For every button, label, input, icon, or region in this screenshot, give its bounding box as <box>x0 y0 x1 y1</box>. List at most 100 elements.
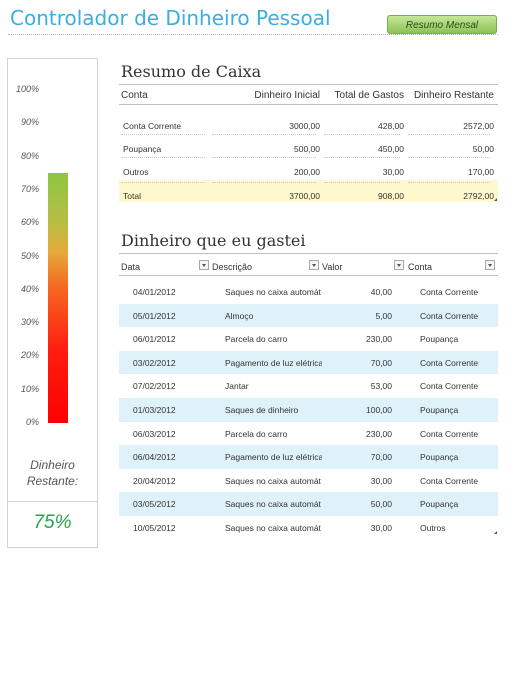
table-cell: Parcela do carro <box>225 428 288 439</box>
table-cell: Outros <box>420 523 446 533</box>
row-divider <box>324 134 400 135</box>
table-cell: Saques no caixa automát <box>225 287 321 297</box>
row-divider <box>212 157 316 158</box>
title-divider <box>8 34 498 35</box>
cash-summary-title: Resumo de Caixa <box>121 62 262 81</box>
table-cell: 10/05/2012 <box>133 523 176 533</box>
table-cell: Conta Corrente <box>420 381 479 392</box>
gauge-divider <box>8 501 97 502</box>
table-cell: 2792,00 <box>463 191 494 201</box>
table-cell: Poupança <box>420 499 459 510</box>
table-cell: 908,00 <box>378 191 404 201</box>
table-cell: Conta Corrente <box>420 428 479 439</box>
gauge-caption-line2: Restante: <box>26 474 79 488</box>
table-cell: 01/03/2012 <box>133 405 176 415</box>
table-cell: 70,00 <box>370 452 392 463</box>
table-cell: Pagamento de luz elétrica <box>225 452 322 463</box>
row-band <box>119 398 498 422</box>
spending-title: Dinheiro que eu gastei <box>121 231 306 250</box>
cash-summary-header-rule <box>119 104 498 105</box>
gauge-tick-label: 80% <box>20 150 39 161</box>
row-band <box>119 303 498 328</box>
table-cell: 3700,00 <box>289 191 320 201</box>
gauge-tick-label: 0% <box>25 417 39 427</box>
table-cell: 20/04/2012 <box>133 475 176 486</box>
table-cell: 06/03/2012 <box>133 428 176 439</box>
spending-title-rule <box>119 253 498 254</box>
table-cell: 170,00 <box>468 167 494 177</box>
table-cell: 05/01/2012 <box>133 310 176 321</box>
table-resize-handle[interactable] <box>494 198 497 201</box>
table-cell: 30,00 <box>382 167 404 177</box>
row-band <box>119 445 498 469</box>
table-cell: 07/02/2012 <box>133 381 176 392</box>
gauge-tick-label: 70% <box>20 183 39 194</box>
table-cell: Saques no caixa automát <box>225 523 321 533</box>
table-cell: 40,00 <box>370 287 392 297</box>
table-cell: 03/02/2012 <box>133 357 176 368</box>
table-cell: Poupança <box>420 334 459 345</box>
cash-summary-header: Total de Gastos <box>334 90 404 101</box>
cash-summary-header: Dinheiro Restante <box>413 90 494 101</box>
table-cell: Conta Corrente <box>420 310 479 321</box>
spending-header: Conta <box>408 262 433 272</box>
cash-summary-header: Conta <box>121 90 148 101</box>
table-cell: 06/01/2012 <box>133 334 176 345</box>
row-band <box>119 492 498 516</box>
table-cell: Conta Corrente <box>420 287 479 297</box>
table-cell: Conta Corrente <box>420 475 479 486</box>
row-divider <box>121 182 205 183</box>
row-divider <box>212 182 316 183</box>
table-cell: 3000,00 <box>289 121 320 131</box>
filter-dropdown-icon[interactable] <box>309 260 319 270</box>
total-row-band <box>119 180 498 202</box>
gauge-caption-line1: Dinheiro <box>30 458 75 472</box>
spending-header-rule <box>119 275 498 276</box>
table-cell: Almoço <box>225 310 254 321</box>
gauge-tick-label: 40% <box>20 283 39 294</box>
spending-header: Valor <box>322 262 343 272</box>
cash-summary-header: Dinheiro Inicial <box>254 90 320 101</box>
table-cell: Poupança <box>123 144 162 154</box>
spending-header: Descrição <box>212 262 253 272</box>
table-cell: Poupança <box>420 452 459 463</box>
gauge-value: 75% <box>33 512 72 533</box>
table-cell: 230,00 <box>366 428 392 439</box>
table-cell: Jantar <box>225 381 249 392</box>
row-divider <box>324 157 400 158</box>
filter-dropdown-icon[interactable] <box>199 260 209 270</box>
row-divider <box>408 182 490 183</box>
table-resize-handle[interactable] <box>494 531 497 534</box>
row-divider <box>121 134 205 135</box>
table-cell: Saques no caixa automát <box>225 499 321 510</box>
table-cell: 30,00 <box>370 475 392 486</box>
table-cell: Conta Corrente <box>123 121 182 131</box>
table-cell: 230,00 <box>366 334 392 345</box>
filter-dropdown-icon[interactable] <box>485 260 495 270</box>
table-cell: 500,00 <box>294 144 320 154</box>
table-cell: Pagamento de luz elétrica <box>225 357 322 368</box>
table-cell: 200,00 <box>294 167 320 177</box>
row-band <box>119 350 498 375</box>
gauge-tick-label: 100% <box>15 84 39 94</box>
table-cell: 03/05/2012 <box>133 499 176 510</box>
table-cell: 5,00 <box>375 310 392 321</box>
gauge-tick-label: 50% <box>20 250 39 261</box>
table-cell: 100,00 <box>366 405 392 415</box>
table-cell: Parcela do carro <box>225 334 288 345</box>
table-cell: 06/04/2012 <box>133 452 176 463</box>
gauge-tick-label: 60% <box>20 217 39 228</box>
table-cell: 50,00 <box>472 144 494 154</box>
table-cell: 428,00 <box>378 121 404 131</box>
cash-summary-title-rule <box>119 84 498 85</box>
table-cell: 70,00 <box>370 357 392 368</box>
table-cell: 04/01/2012 <box>133 287 176 297</box>
table-cell: 450,00 <box>378 144 404 154</box>
table-cell: 53,00 <box>370 381 392 392</box>
monthly-summary-button[interactable]: Resumo Mensal <box>387 15 497 34</box>
table-cell: 50,00 <box>370 499 392 510</box>
table-cell: Total <box>123 191 141 201</box>
filter-dropdown-icon[interactable] <box>394 260 404 270</box>
app-title: Controlador de Dinheiro Pessoal <box>10 6 331 30</box>
row-divider <box>121 157 205 158</box>
